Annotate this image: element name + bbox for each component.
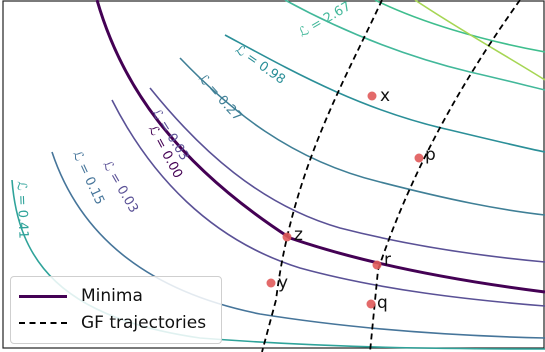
- point-label-x: x: [380, 86, 390, 106]
- legend-label-minima: Minima: [81, 286, 143, 306]
- contour-line: [374, 0, 545, 53]
- point-label-p: p: [425, 145, 436, 165]
- trajectory-point-z: [282, 232, 292, 242]
- point-label-r: r: [384, 250, 391, 270]
- legend-swatch-gf-trajectories: [19, 322, 67, 324]
- contour-label: ℒ = 0.41: [14, 181, 31, 239]
- contour-line: [179, 57, 545, 216]
- contour-line: [149, 87, 545, 263]
- trajectory-points: x p z r y q: [266, 86, 436, 313]
- trajectory-point-r: [372, 260, 382, 270]
- legend-item-gf-trajectories: GF trajectories: [19, 311, 206, 335]
- trajectory-point-y: [266, 278, 276, 288]
- legend-swatch-minima: [19, 294, 67, 298]
- contour-line: [224, 34, 545, 153]
- point-label-q: q: [377, 293, 388, 313]
- gf-trajectory-line: [369, 0, 521, 352]
- legend: Minima GF trajectories: [10, 276, 222, 344]
- trajectory-point-p: [414, 153, 424, 163]
- legend-label-gf-trajectories: GF trajectories: [81, 313, 207, 333]
- point-label-y: y: [278, 273, 288, 293]
- contour-line: [111, 99, 545, 307]
- trajectory-point-x: [367, 91, 377, 101]
- trajectory-point-q: [366, 299, 376, 309]
- contour-line: [414, 0, 545, 81]
- point-label-z: z: [294, 225, 303, 245]
- contour-line: [51, 151, 545, 339]
- contour-line: [284, 0, 545, 91]
- gf-trajectories: [261, 0, 521, 352]
- gf-trajectory-line: [261, 0, 383, 352]
- legend-item-minima: Minima: [19, 284, 143, 308]
